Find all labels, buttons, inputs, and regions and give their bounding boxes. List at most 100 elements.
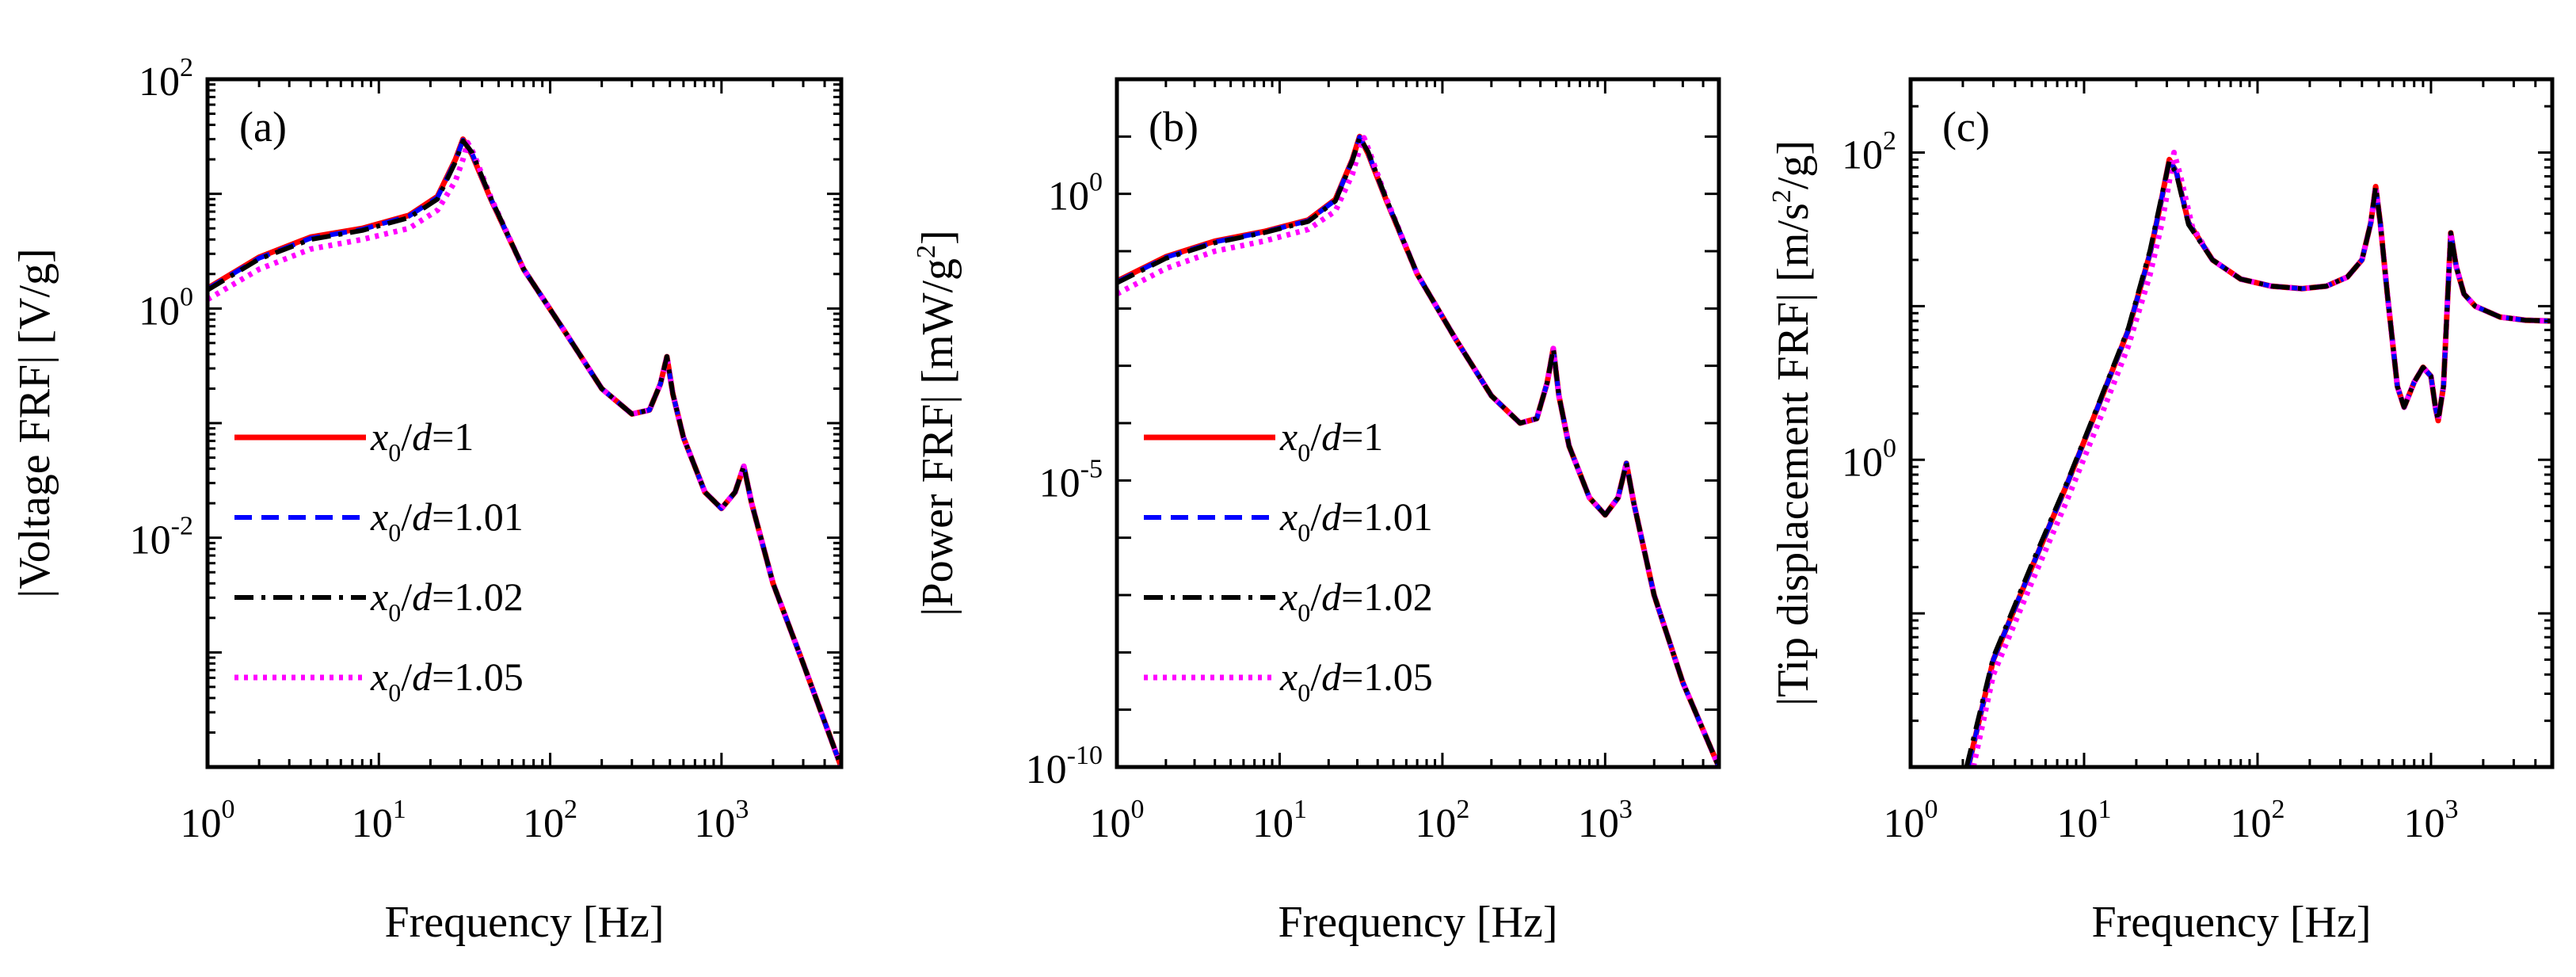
legend-var2: d [412,655,433,699]
legend-value: =1 [432,414,474,459]
tick-exponent: 0 [1925,795,1938,824]
x-axis-title: Frequency [Hz] [1278,898,1558,947]
legend-entry: x0/d=1.01 [1279,494,1433,547]
series-line-3 [1970,150,2552,767]
tick-exponent: 1 [2098,795,2111,824]
x-tick-label: 102 [2230,795,2284,846]
y-title-superscript: 2 [912,245,941,258]
x-tick-label: 100 [1090,795,1145,846]
legend-subscript: 0 [388,438,401,467]
legend-subscript: 0 [1298,598,1310,627]
legend-slash: / [401,494,412,539]
tick-base: 10 [2403,801,2445,846]
legend-subscript: 0 [388,598,401,627]
tick-exponent: 2 [1456,795,1469,824]
legend-entry: x0/d=1.02 [370,574,524,627]
y-title-superscript: 2 [1767,189,1797,203]
series-line-2 [208,138,841,767]
legend-entry: x0/d=1 [1279,414,1383,467]
legend-value: =1.01 [432,494,524,539]
legend-subscript: 0 [1298,438,1310,467]
legend-var: x [370,414,388,459]
legend-value: =1.05 [1341,655,1433,699]
panel-label: (c) [1942,103,1990,151]
y-ticks [1911,78,2552,769]
legend-var2: d [412,414,433,459]
series-line-0 [1965,156,2552,767]
panel-label: (b) [1149,103,1198,151]
y-tick-label: 100 [1842,433,1896,485]
series-lines [1964,150,2552,767]
tick-exponent: -2 [171,512,193,541]
tick-base: 10 [1048,174,1089,219]
y-tick-label: 102 [1842,127,1896,178]
legend-slash: / [1310,494,1321,539]
tick-base: 10 [1884,801,1925,846]
x-tick-label: 102 [523,795,577,846]
tick-base: 10 [1026,747,1067,792]
tick-exponent: 3 [1619,795,1633,824]
legend-subscript: 0 [1298,678,1310,707]
legend-value: =1.02 [1341,574,1433,619]
tick-exponent: 2 [1883,127,1896,156]
panel-label: (a) [239,103,287,151]
tick-exponent: 0 [222,795,235,824]
x-ticks [1115,79,1721,767]
legend-var: x [1279,655,1298,699]
y-tick-label: 100 [1048,168,1103,219]
series-line-2 [1964,158,2552,767]
series-line-0 [208,136,841,767]
x-ticks [1909,79,2554,767]
legend-var: x [370,655,388,699]
legend-slash: / [1310,655,1321,699]
tick-base: 10 [352,801,393,846]
tick-base: 10 [694,801,735,846]
tick-base: 10 [1252,801,1294,846]
series-line-3 [208,139,841,767]
y-title-end: ] [913,230,962,245]
legend-var2: d [1321,414,1342,459]
series-lines [1117,133,1719,767]
tick-exponent: -10 [1067,741,1103,770]
legend-var2: d [412,574,433,619]
tick-base: 10 [1039,460,1080,506]
tick-base: 10 [181,801,222,846]
legend-entry: x0/d=1.05 [370,655,524,707]
y-ticks [1117,78,1719,769]
legend-var2: d [1321,655,1342,699]
legend-slash: / [401,655,412,699]
tick-exponent: 0 [1089,168,1103,197]
x-axis-title: Frequency [Hz] [2092,898,2372,947]
tick-exponent: 0 [1883,433,1896,463]
series-line-2 [1117,135,1719,767]
x-tick-label: 101 [1252,795,1307,846]
y-title-main: |Tip displacement FRF| [m/s [1769,203,1818,706]
x-ticks [206,79,843,767]
y-axis-title: |Voltage FRF| [V/g] [10,248,59,597]
tick-exponent: 1 [1294,795,1307,824]
y-tick-label: 10-10 [1026,741,1103,792]
tick-exponent: 0 [1131,795,1145,824]
series-line-1 [208,137,841,767]
series-lines [208,136,841,767]
tick-base: 10 [1842,133,1883,178]
legend-entry: x0/d=1.02 [1279,574,1433,627]
legend-slash: / [401,414,412,459]
legend-subscript: 0 [388,678,401,707]
tick-exponent: 1 [393,795,406,824]
y-tick-label: 10-5 [1039,454,1103,506]
y-tick-label: 102 [139,53,193,105]
x-tick-label: 103 [1578,795,1633,846]
tick-exponent: 2 [180,53,193,82]
legend-var2: d [412,494,433,539]
legend-var: x [370,574,388,619]
tick-base: 10 [2056,801,2098,846]
legend-var: x [1279,414,1298,459]
y-tick-label: 10-2 [130,512,193,563]
y-tick-label: 100 [139,282,193,334]
legend-value: =1 [1341,414,1383,459]
tick-base: 10 [2230,801,2271,846]
